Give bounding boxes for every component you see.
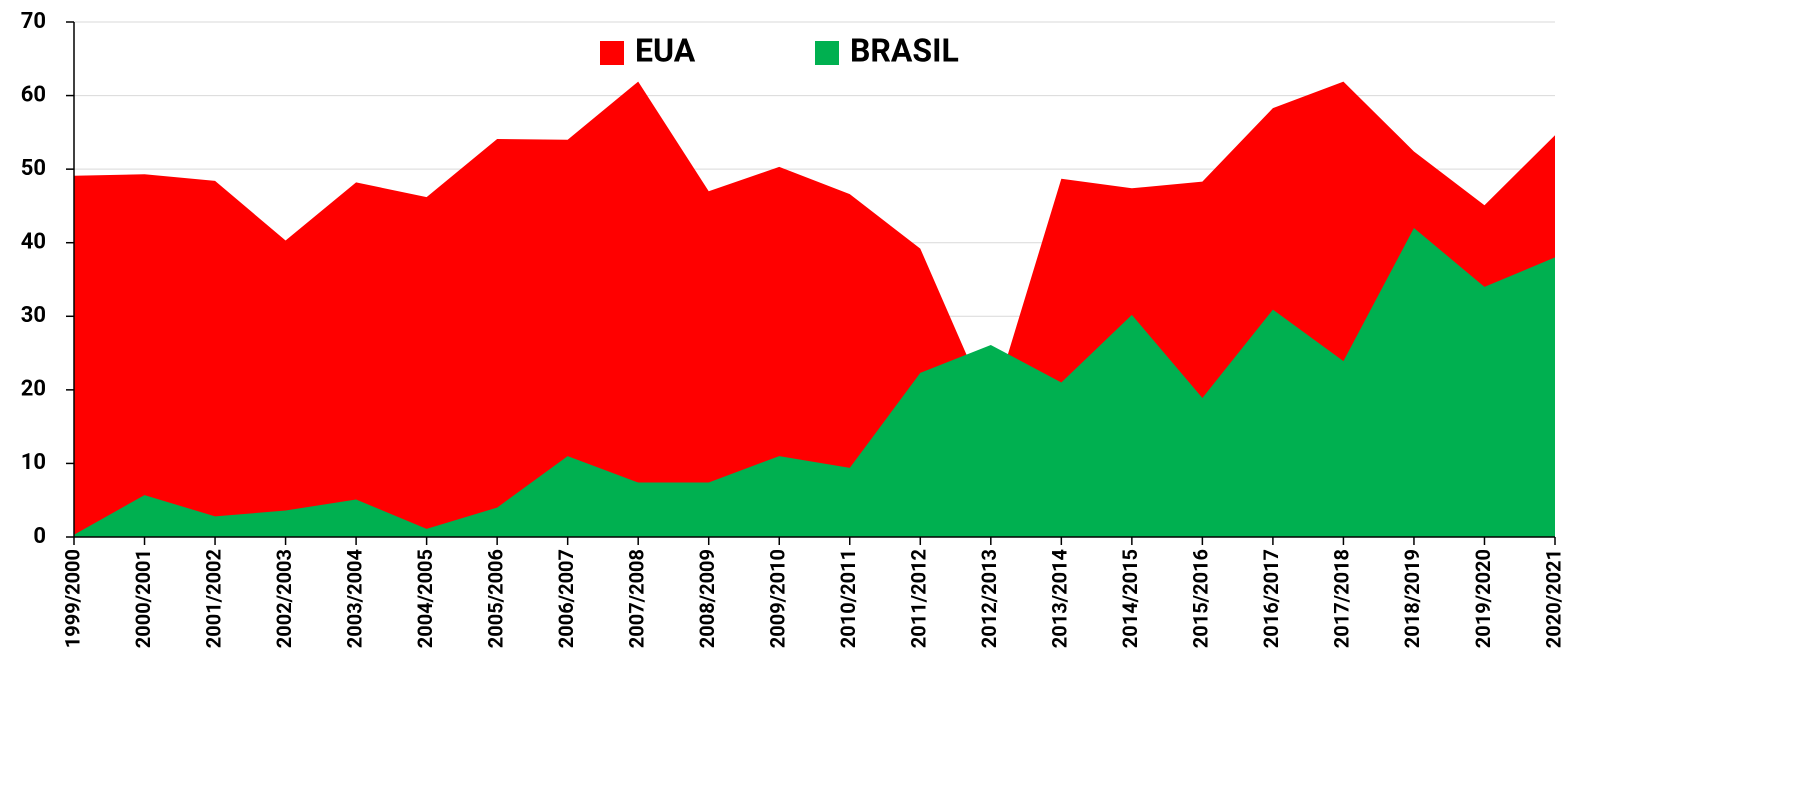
x-tick-label: 2012/2013 xyxy=(977,549,1001,648)
x-tick-label: 2006/2007 xyxy=(554,549,578,648)
x-tick-label: 2017/2018 xyxy=(1330,549,1354,648)
x-tick-label: 1999/2000 xyxy=(60,549,84,648)
area xyxy=(74,228,1555,537)
legend-label: EUA xyxy=(635,31,696,69)
x-tick-label: 2019/2020 xyxy=(1471,549,1495,648)
legend-swatch xyxy=(815,41,839,65)
y-tick-label: 20 xyxy=(21,377,46,402)
x-tick-label: 2007/2008 xyxy=(624,549,648,648)
y-tick-label: 30 xyxy=(21,303,46,328)
y-tick-label: 10 xyxy=(21,450,46,475)
x-tick-label: 2004/2005 xyxy=(413,549,437,648)
x-tick-label: 2018/2019 xyxy=(1400,549,1424,648)
x-tick-label: 2014/2015 xyxy=(1118,549,1142,648)
legend-swatch xyxy=(600,41,624,65)
x-tick-label: 2009/2010 xyxy=(766,549,790,648)
y-tick-label: 0 xyxy=(33,524,46,549)
x-tick-label: 2003/2004 xyxy=(342,549,366,648)
x-tick-label: 2016/2017 xyxy=(1259,549,1283,648)
x-tick-label: 2015/2016 xyxy=(1189,549,1213,648)
y-tick-label: 50 xyxy=(21,156,46,181)
x-tick-label: 2002/2003 xyxy=(272,549,296,648)
x-tick-label: 2010/2011 xyxy=(836,549,860,648)
x-tick-label: 2001/2002 xyxy=(201,549,225,648)
x-tick-label: 2011/2012 xyxy=(907,549,931,648)
x-tick-label: 2005/2006 xyxy=(483,549,507,648)
legend-label: BRASIL xyxy=(850,31,959,69)
y-tick-label: 70 xyxy=(21,9,46,34)
y-tick-label: 40 xyxy=(21,230,46,255)
x-tick-label: 2000/2001 xyxy=(131,549,155,648)
x-tick-label: 2008/2009 xyxy=(695,549,719,648)
y-tick-label: 60 xyxy=(21,82,46,107)
x-tick-label: 2013/2014 xyxy=(1048,549,1072,648)
x-tick-label: 2020/2021 xyxy=(1541,549,1565,648)
